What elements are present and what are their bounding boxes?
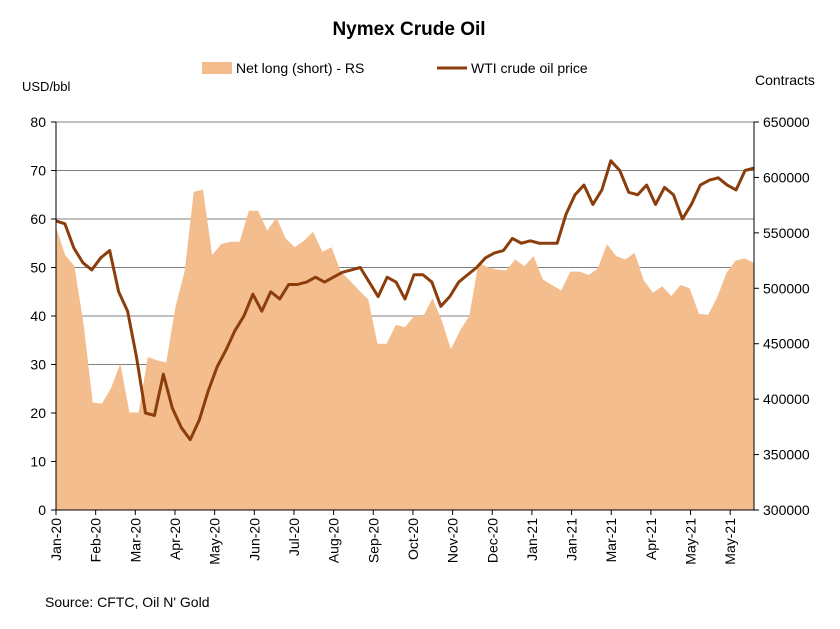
x-tick-labels: Jan-20 Feb-20 Mar-20 Apr-20 May-20 Jun-20 Jul-… — [48, 518, 738, 565]
x-tick-label: Feb-20 — [88, 518, 104, 563]
y-left-tick-label: 70 — [30, 163, 46, 179]
x-tick-label: Apr-20 — [167, 518, 183, 560]
y-left-tick-label: 20 — [30, 405, 46, 421]
y-right-tick-label: 300000 — [763, 502, 810, 518]
x-tick-label: May-21 — [683, 518, 699, 565]
area-series-layer — [56, 189, 754, 510]
y-right-tick-label: 500000 — [763, 280, 810, 296]
x-tick-label: Apr-21 — [643, 518, 659, 560]
x-tick-label: Sep-20 — [365, 518, 381, 563]
wti-price-line — [55, 159, 755, 442]
x-tick-label: Mar-20 — [127, 518, 143, 563]
x-tick-label: Jan-21 — [524, 518, 540, 561]
legend-label-area: Net long (short) - RS — [236, 60, 364, 76]
y-left-tick-label: 30 — [30, 357, 46, 373]
line-series-layer — [55, 159, 755, 442]
y-right-tick-label: 450000 — [763, 336, 810, 352]
x-tick-label: Dec-20 — [484, 518, 500, 563]
y-right-tick-label: 650000 — [763, 114, 810, 130]
legend-label-line: WTI crude oil price — [471, 60, 588, 76]
x-tick-label: Jul-20 — [286, 518, 302, 556]
legend-swatch-area — [202, 62, 232, 74]
x-tick-label: Oct-20 — [405, 518, 421, 560]
axes — [51, 121, 759, 515]
y-right-tick-label: 350000 — [763, 447, 810, 463]
y-right-unit-label: Contracts — [755, 72, 815, 88]
net-long-area — [56, 189, 754, 510]
x-tick-label: Nov-20 — [445, 518, 461, 563]
y-left-tick-label: 50 — [30, 260, 46, 276]
x-tick-label: Mar-21 — [603, 518, 619, 563]
y-right-tick-label: 600000 — [763, 169, 810, 185]
x-tick-label: May-21 — [722, 518, 738, 565]
y-right-tick-labels: 300000 350000 400000 450000 500000 550000 6000… — [763, 114, 810, 518]
y-left-tick-label: 60 — [30, 211, 46, 227]
x-tick-label: May-20 — [207, 518, 223, 565]
y-left-tick-labels: 0 10 20 30 40 50 60 70 80 — [30, 114, 46, 518]
y-left-tick-label: 0 — [38, 502, 46, 518]
x-tick-label: Jun-20 — [246, 518, 262, 561]
chart-title: Nymex Crude Oil — [332, 19, 485, 40]
x-tick-label: Jan-20 — [48, 518, 64, 561]
y-left-unit-label: USD/bbl — [22, 79, 71, 94]
y-left-tick-label: 80 — [30, 114, 46, 130]
y-right-tick-label: 550000 — [763, 225, 810, 241]
y-right-tick-label: 400000 — [763, 391, 810, 407]
y-left-tick-label: 40 — [30, 308, 46, 324]
y-left-tick-label: 10 — [30, 454, 46, 470]
source-note: Source: CFTC, Oil N' Gold — [45, 594, 210, 610]
x-tick-label: Jan-21 — [564, 518, 580, 561]
x-tick-label: Aug-20 — [326, 518, 342, 563]
